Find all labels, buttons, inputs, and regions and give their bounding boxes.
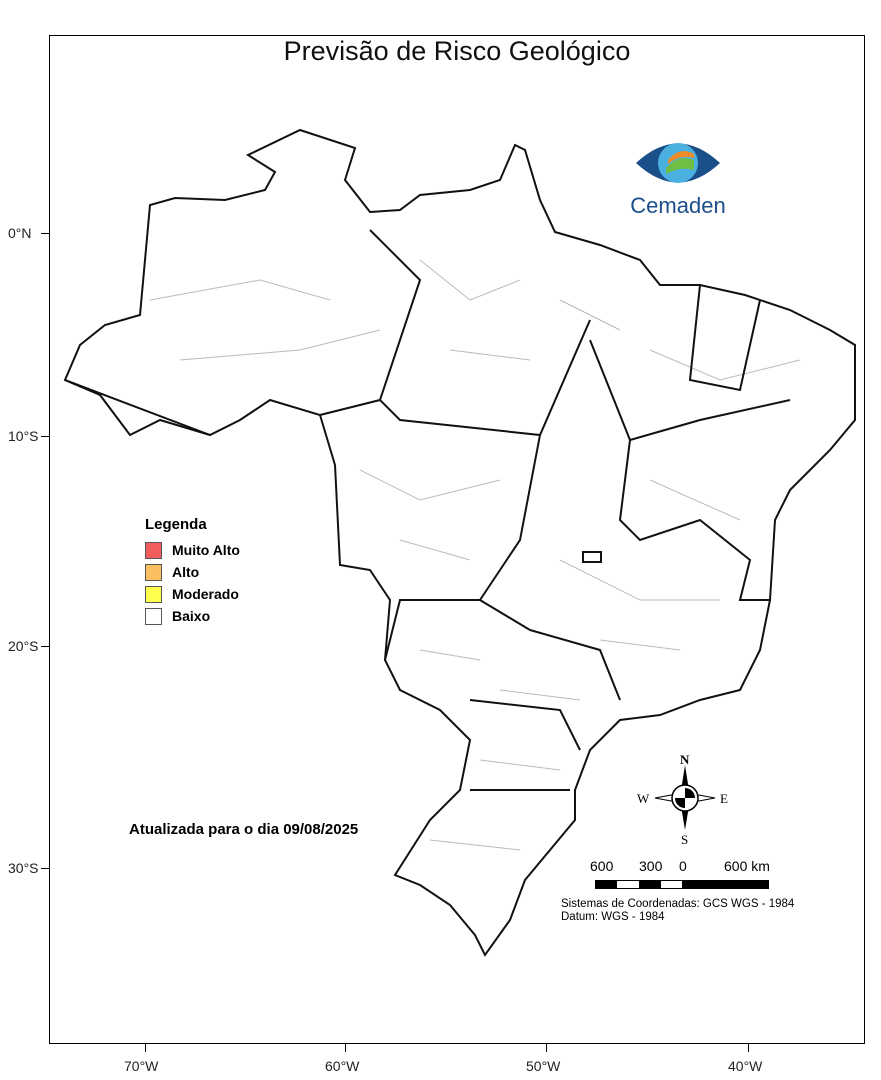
compass-w: W xyxy=(637,791,650,806)
legend-swatch xyxy=(145,563,162,581)
lat-tick: 10°S xyxy=(8,428,39,444)
legend-item: Alto xyxy=(145,561,240,583)
scale-label: 300 xyxy=(639,858,663,874)
compass-rose: N S W E xyxy=(637,752,728,847)
lon-tick: 40°W xyxy=(728,1058,763,1074)
cemaden-logo: Cemaden xyxy=(618,134,738,219)
lat-tick: 20°S xyxy=(8,638,39,654)
legend-swatch xyxy=(145,541,162,559)
compass-n: N xyxy=(680,752,690,767)
lat-tick: 0°N xyxy=(8,225,32,241)
scale-label: 600 km xyxy=(724,858,770,874)
lat-tick: 30°S xyxy=(8,860,39,876)
legend-title: Legenda xyxy=(145,516,207,533)
coordinate-info: Sistemas de Coordenadas: GCS WGS - 1984 … xyxy=(561,898,795,923)
map-frame xyxy=(49,35,865,1044)
scale-label: 0 xyxy=(679,858,687,874)
compass-e: E xyxy=(720,791,728,806)
compass-s: S xyxy=(681,832,688,847)
legend-swatch xyxy=(145,607,162,625)
legend-item: Moderado xyxy=(145,583,240,605)
legend-item: Muito Alto xyxy=(145,539,240,561)
scale-label: 600 xyxy=(590,858,614,874)
legend-swatch xyxy=(145,585,162,603)
updated-date: Atualizada para o dia 09/08/2025 xyxy=(129,821,359,838)
lon-tick: 70°W xyxy=(124,1058,159,1074)
logo-text: Cemaden xyxy=(630,193,726,218)
map-title: Previsão de Risco Geológico xyxy=(283,36,631,66)
legend: Legenda Muito Alto Alto Moderado Baixo xyxy=(145,516,240,627)
lon-tick: 60°W xyxy=(325,1058,360,1074)
legend-item: Baixo xyxy=(145,605,240,627)
lon-tick: 50°W xyxy=(526,1058,561,1074)
eye-icon xyxy=(636,143,720,183)
